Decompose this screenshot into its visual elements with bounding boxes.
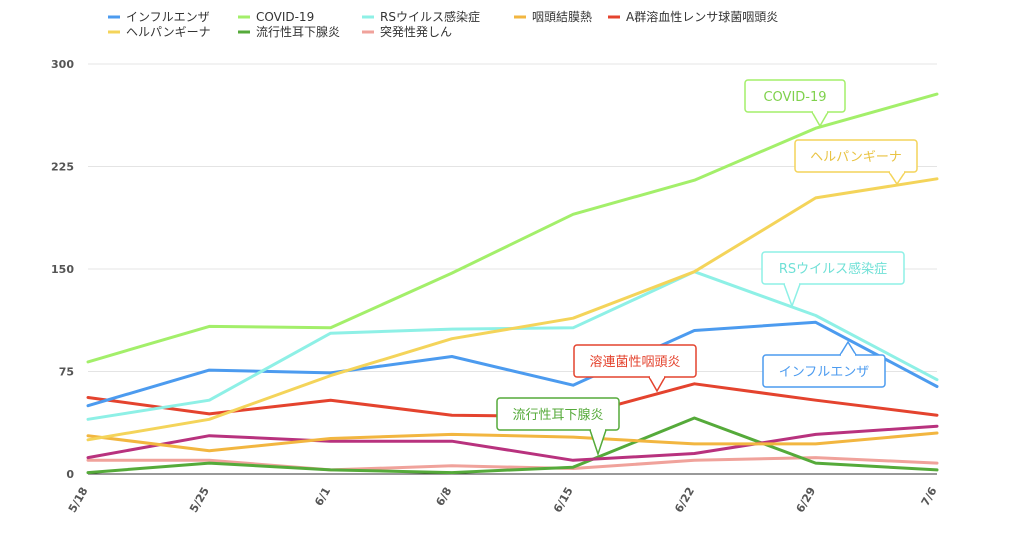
series-line xyxy=(86,456,939,472)
series-line xyxy=(86,424,939,462)
callout-box xyxy=(762,354,886,388)
callout: 流行性耳下腺炎 xyxy=(496,397,620,457)
callout-label: ヘルパンギーナ xyxy=(810,150,902,165)
y-tick-label: 225 xyxy=(51,161,74,174)
legend-label: A群溶血性レンサ球菌咽頭炎 xyxy=(626,9,778,24)
series-line xyxy=(86,320,939,408)
callout-label: COVID-19 xyxy=(763,90,826,105)
callout-pointer xyxy=(887,171,907,186)
callout: 溶連菌性咽頭炎 xyxy=(573,344,697,393)
legend: インフルエンザ COVID-19 RSウイルス感染症 咽頭結膜熱 A群溶血性レンサ球菌咽… xyxy=(108,9,778,39)
y-tick-label: 75 xyxy=(59,366,74,379)
callout-box xyxy=(794,139,918,173)
x-tick-label: 7/6 xyxy=(919,485,940,509)
series-line xyxy=(86,92,939,364)
callout-pointer xyxy=(782,283,802,309)
y-tick-label: 300 xyxy=(51,58,74,71)
x-tick-label: 5/25 xyxy=(187,485,212,515)
callout-label: 流行性耳下腺炎 xyxy=(512,408,603,423)
x-tick-label: 6/15 xyxy=(551,485,576,515)
legend-label: 突発性発しん xyxy=(380,24,452,39)
x-tick-label: 6/1 xyxy=(312,485,333,508)
callout: インフルエンザ xyxy=(762,340,886,388)
series-line xyxy=(86,431,939,453)
callout: COVID-19 xyxy=(744,79,846,128)
callout-pointer xyxy=(588,429,608,457)
legend-label: 流行性耳下腺炎 xyxy=(256,25,340,39)
x-tick-label: 6/8 xyxy=(434,485,455,508)
callout: RSウイルス感染症 xyxy=(761,251,905,309)
x-tick-label: 6/29 xyxy=(794,485,819,515)
callout-box xyxy=(761,251,905,285)
callout-box xyxy=(744,79,846,113)
callout: ヘルパンギーナ xyxy=(794,139,918,186)
callout-label: インフルエンザ xyxy=(779,365,870,380)
x-axis: 5/18 5/25 6/1 6/8 6/15 6/22 6/29 7/6 xyxy=(66,485,940,515)
legend-label: COVID-19 xyxy=(256,10,314,24)
series-line xyxy=(86,177,939,442)
y-tick-label: 0 xyxy=(66,468,74,481)
callout-pointer xyxy=(647,376,667,393)
callout-label: 溶連菌性咽頭炎 xyxy=(589,355,680,370)
legend-label: 咽頭結膜熱 xyxy=(532,10,592,24)
legend-label: RSウイルス感染症 xyxy=(380,9,480,24)
x-tick-label: 5/18 xyxy=(66,485,91,515)
callout-label: RSウイルス感染症 xyxy=(779,261,887,277)
series-line xyxy=(86,270,939,421)
legend-label: インフルエンザ xyxy=(126,10,210,24)
callout-box xyxy=(496,397,620,431)
series-lines xyxy=(86,92,939,475)
callout-box xyxy=(573,344,697,378)
x-tick-label: 6/22 xyxy=(672,485,697,515)
series-line xyxy=(86,416,939,475)
legend-label: ヘルパンギーナ xyxy=(126,25,211,39)
y-axis: 0 75 150 225 300 xyxy=(51,58,74,481)
y-tick-label: 150 xyxy=(51,263,74,276)
